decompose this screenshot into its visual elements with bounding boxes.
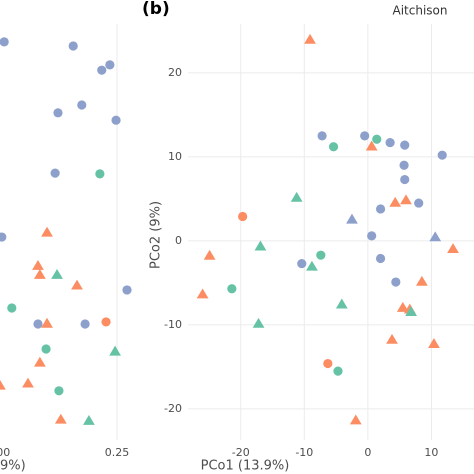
point [306, 260, 318, 271]
x-tick-label: -10 [295, 446, 313, 459]
point [71, 279, 83, 290]
point [386, 333, 398, 344]
point [317, 131, 327, 141]
point [346, 213, 358, 224]
point [385, 137, 395, 148]
panel-label: (b) [142, 0, 170, 19]
y-axis-label: PCo2 (9%) [149, 201, 164, 269]
point [335, 298, 348, 309]
point [33, 319, 43, 329]
point [122, 285, 132, 295]
point [428, 338, 440, 348]
point [349, 414, 362, 425]
point [41, 226, 53, 237]
point [290, 191, 303, 202]
point [389, 196, 402, 207]
x-axis-label: 9%) [0, 459, 26, 474]
point [68, 41, 78, 51]
point [304, 33, 316, 44]
point [80, 319, 90, 329]
point [77, 100, 87, 110]
point [437, 150, 447, 160]
point [22, 377, 34, 388]
point [105, 60, 115, 70]
point [101, 317, 111, 327]
y-tick-label: 10 [168, 150, 182, 163]
point [41, 344, 51, 354]
point [33, 356, 46, 367]
point [95, 169, 105, 179]
point [399, 160, 409, 170]
point [33, 268, 46, 279]
point [316, 250, 326, 260]
point [396, 301, 409, 312]
point [367, 231, 377, 241]
point [391, 277, 401, 287]
point [400, 174, 410, 185]
point [238, 211, 248, 222]
panel [188, 24, 474, 440]
panel [0, 24, 132, 440]
point [0, 379, 6, 390]
chart-title: Aitchison [393, 4, 448, 18]
point [447, 243, 459, 254]
point [196, 288, 209, 299]
point [83, 414, 95, 425]
point [375, 204, 386, 214]
point [365, 140, 378, 151]
y-tick-label: 0 [175, 234, 182, 247]
point [7, 303, 17, 313]
point [254, 240, 267, 251]
point [414, 198, 424, 208]
point [32, 259, 44, 270]
point [328, 142, 339, 152]
point [429, 231, 442, 242]
point [50, 168, 60, 178]
point [252, 317, 265, 328]
point [372, 134, 382, 144]
y-tick-label: 20 [168, 66, 182, 79]
x-tick-label: 0 [364, 446, 371, 459]
point [53, 108, 63, 118]
point [400, 140, 410, 150]
point [375, 253, 386, 264]
point [400, 194, 412, 205]
y-tick-label: -20 [164, 402, 182, 415]
x-tick-label: 0.00 [0, 446, 10, 459]
point [54, 413, 67, 424]
point [0, 232, 7, 242]
point [203, 249, 216, 260]
x-tick-label: -20 [232, 446, 250, 459]
point [54, 386, 64, 396]
point [415, 275, 428, 286]
point [333, 366, 343, 376]
point [109, 345, 121, 356]
point [360, 131, 370, 141]
point [41, 317, 53, 328]
x-tick-label: 0.25 [105, 446, 130, 459]
y-tick-label: -10 [164, 318, 182, 331]
x-tick-label: 10 [424, 446, 438, 459]
point [0, 37, 9, 47]
point [97, 65, 107, 75]
point [297, 258, 307, 269]
point [227, 284, 237, 294]
point [111, 115, 121, 125]
point [323, 358, 333, 369]
x-axis-label: PCo1 (13.9%) [201, 459, 290, 474]
point [405, 306, 417, 317]
point [51, 268, 63, 279]
